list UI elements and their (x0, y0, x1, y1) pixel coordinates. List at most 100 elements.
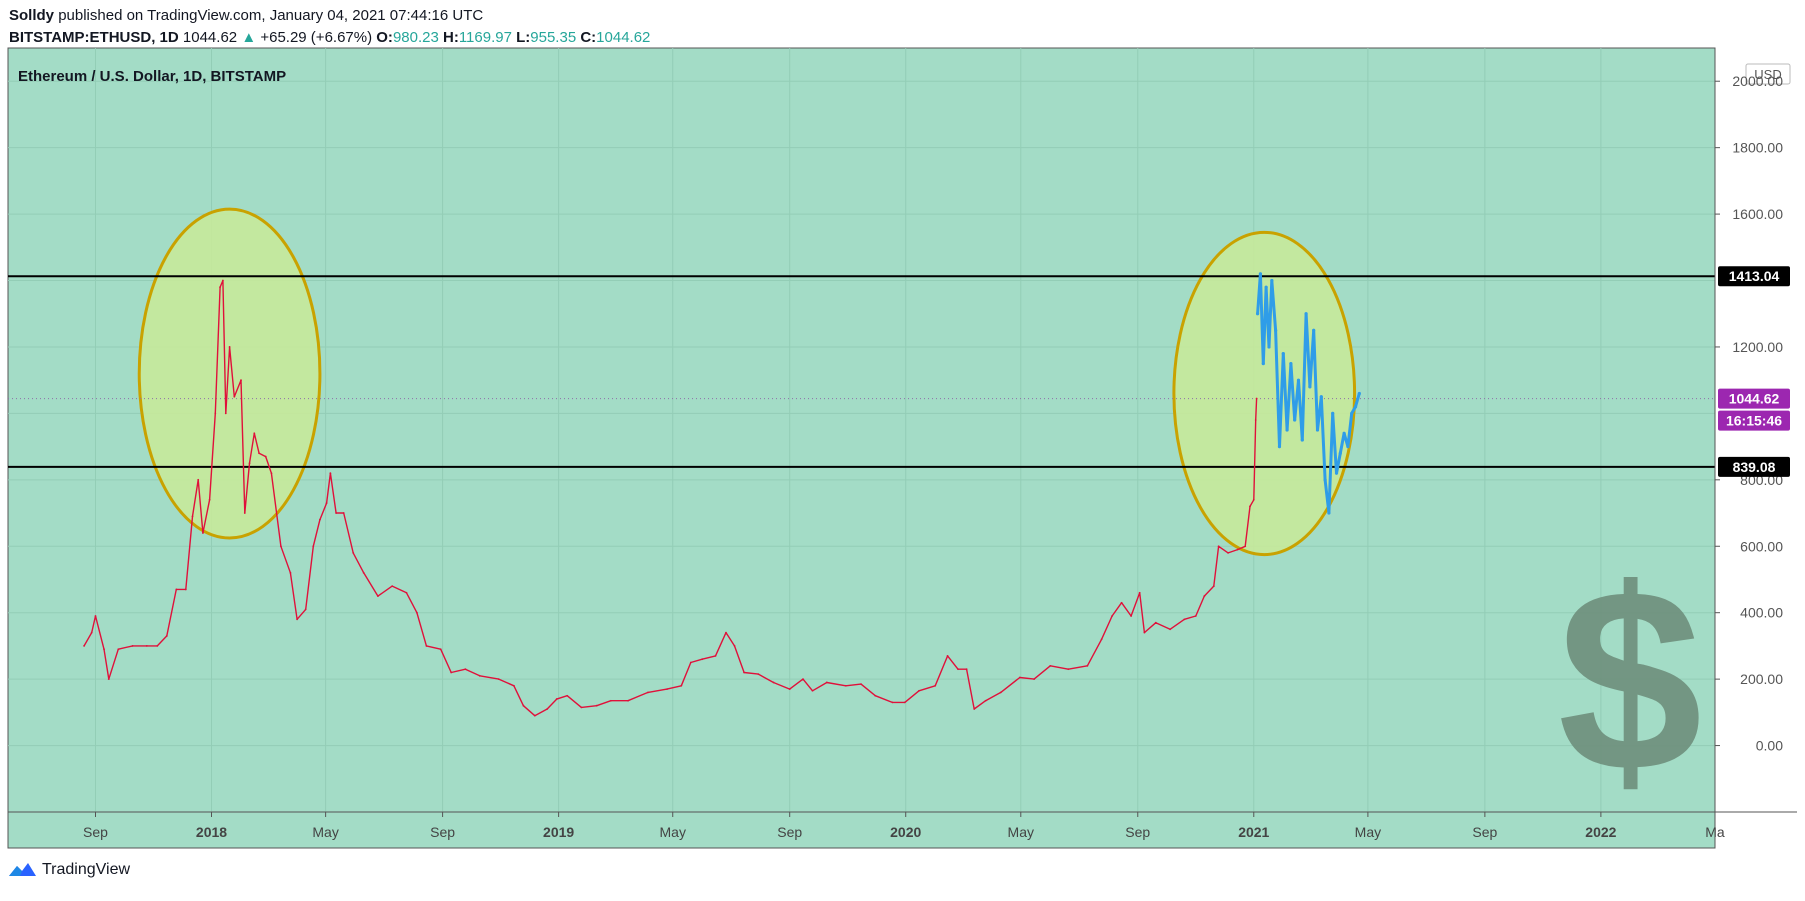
price-point (377, 595, 379, 597)
price-point (1154, 621, 1157, 624)
author-name[interactable]: Solldy (9, 7, 55, 24)
price-point (1111, 615, 1113, 617)
price-point (497, 678, 500, 681)
projection-point (1285, 428, 1289, 432)
price-point (478, 674, 481, 677)
price-point (513, 684, 515, 687)
projection-point (1312, 328, 1316, 332)
price-point (680, 684, 683, 687)
price-point (555, 698, 558, 700)
price-point (362, 571, 365, 574)
price-point (1236, 548, 1239, 551)
price-point (595, 704, 598, 707)
projection-point (1267, 345, 1271, 349)
price-point (965, 668, 968, 671)
price-point (202, 532, 204, 534)
price-point (701, 658, 704, 661)
price-point (666, 688, 668, 690)
price-point (264, 455, 267, 458)
price-point (214, 412, 217, 415)
footer-brand[interactable]: TradingView (42, 861, 131, 878)
price-point (1255, 397, 1258, 400)
countdown-badge-bg[interactable] (1718, 410, 1790, 431)
tradingview-logo-icon[interactable] (8, 860, 38, 880)
price-point (1049, 664, 1052, 667)
price-point (416, 611, 418, 614)
price-point (533, 714, 536, 717)
price-point (391, 585, 394, 588)
price-point (946, 654, 949, 657)
low-value: 955.35 (530, 29, 577, 46)
price-point (405, 591, 408, 594)
level-badge-bg[interactable] (1718, 456, 1790, 477)
projection-point (1357, 391, 1361, 396)
price-point (1194, 615, 1197, 617)
price-series (83, 272, 1361, 717)
price-point (1143, 631, 1146, 634)
price-point (844, 684, 847, 687)
price-point (1138, 591, 1141, 594)
level-badge-bg[interactable] (1718, 266, 1790, 287)
close-value: 1044.62 (596, 29, 651, 46)
price-point (918, 689, 920, 692)
footer[interactable]: TradingView (8, 860, 130, 880)
price-point (107, 678, 110, 681)
price-point (117, 648, 120, 651)
last-price-badge-bg[interactable] (1718, 388, 1790, 409)
highlight-ellipses (137, 207, 1357, 557)
price-point (208, 498, 211, 501)
price-point (874, 694, 877, 697)
price-point (233, 395, 236, 398)
highlight-ellipse[interactable] (137, 207, 322, 540)
price-point (1217, 545, 1220, 548)
price-point (772, 681, 775, 684)
currency-label: USD (1754, 67, 1781, 82)
price-point (957, 668, 959, 671)
x-tick-label: 2020 (890, 824, 921, 840)
chart-title: Ethereum / U.S. Dollar, 1D, BITSTAMP (18, 68, 286, 85)
price-point (439, 648, 442, 651)
x-tick-label: May (312, 824, 338, 840)
price-point (325, 502, 328, 504)
price-point (145, 645, 148, 647)
price-line[interactable] (83, 279, 1258, 717)
price-point (733, 645, 736, 647)
symbol-label[interactable]: BITSTAMP:ETHUSD, 1D (9, 29, 179, 46)
published-text: published on TradingView.com, January 04… (58, 7, 484, 24)
time-axis[interactable]: Sep 2018 May Sep 2019 May Sep 2020 May Sep 2021 May… (8, 811, 1797, 849)
level-badge: 839.08 (1733, 459, 1776, 475)
price-point (1100, 638, 1103, 641)
price-point (934, 684, 937, 687)
projection-point (1261, 361, 1265, 366)
price-point (191, 515, 194, 518)
price-point (546, 708, 549, 710)
price-point (450, 671, 453, 674)
price-point (1120, 601, 1123, 604)
dollar-sign-glyph: $ (1558, 536, 1703, 826)
projection-point (1308, 385, 1312, 389)
change-value: +65.29 (+6.67%) (260, 29, 373, 46)
price-axis[interactable]: USD0.00200.00400.00600.00800.001200.0016… (1714, 48, 1797, 848)
projection-point (1327, 511, 1331, 515)
price-point (352, 552, 355, 554)
price-point (788, 688, 791, 690)
up-arrow-icon: ▲ (241, 29, 257, 46)
price-axis-background[interactable] (1715, 48, 1797, 848)
price-point (1018, 676, 1021, 679)
price-point (627, 699, 629, 702)
highlight-ellipse[interactable] (1172, 230, 1357, 557)
price-point (296, 618, 298, 621)
projection-point (1296, 378, 1301, 382)
level-badge: 1413.04 (1729, 268, 1780, 284)
projection-point (1331, 411, 1335, 415)
price-point (197, 478, 200, 481)
currency-label-box[interactable] (1745, 63, 1791, 85)
projection-point (1264, 285, 1268, 289)
price-point (1252, 498, 1255, 501)
dollar-sign-icon: $ (1558, 536, 1703, 826)
price-point (1086, 664, 1089, 667)
high-label: H: (443, 29, 459, 46)
y-tick-label: 1800.00 (1732, 140, 1783, 156)
